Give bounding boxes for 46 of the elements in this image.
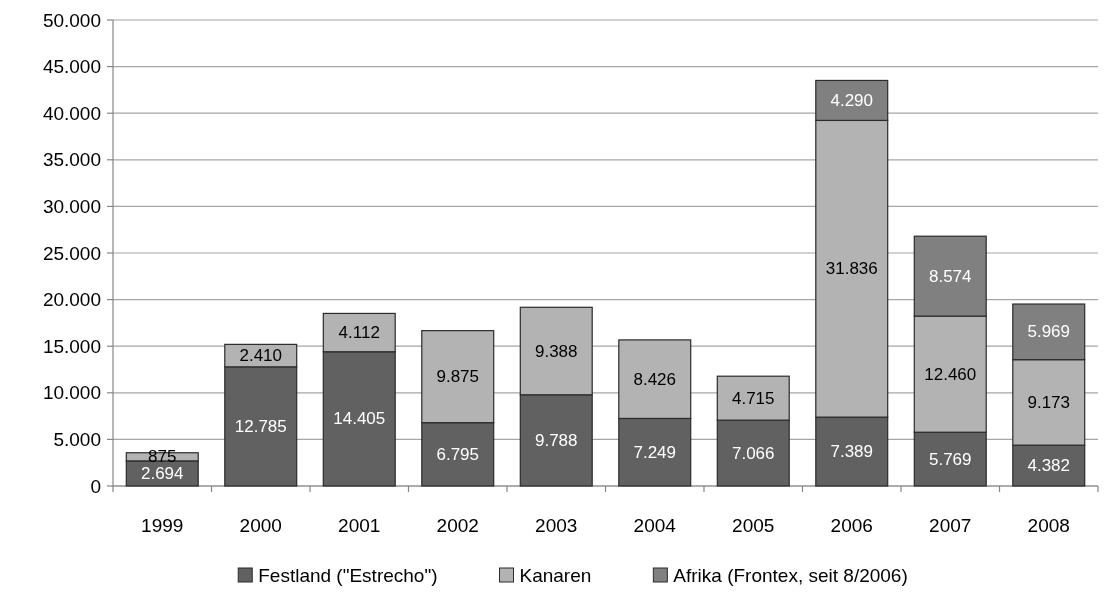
x-tick-label: 2000 (239, 514, 282, 536)
data-label: 7.389 (830, 442, 874, 462)
y-tick-label: 30.000 (42, 195, 101, 217)
y-tick-label: 45.000 (42, 56, 101, 78)
legend-label: Festland ("Estrecho") (258, 564, 438, 586)
data-label: 8.426 (633, 369, 677, 389)
data-label: 4.290 (830, 90, 874, 110)
y-tick-label: 5.000 (53, 428, 101, 450)
x-tick-label: 2002 (436, 514, 479, 536)
x-tick-label: 2003 (535, 514, 578, 536)
legend-label: Kanaren (519, 564, 592, 586)
data-label: 9.173 (1027, 392, 1071, 412)
y-tick-label: 10.000 (42, 382, 101, 404)
y-tick-label: 20.000 (42, 289, 101, 311)
data-label: 31.836 (825, 259, 878, 279)
data-label: 9.788 (534, 430, 578, 450)
data-label: 12.785 (234, 416, 287, 436)
x-tick-label: 1999 (141, 514, 184, 536)
data-label: 14.405 (333, 409, 386, 429)
y-tick-label: 25.000 (42, 242, 101, 264)
data-label: 7.249 (633, 442, 677, 462)
x-tick-label: 2004 (633, 514, 677, 536)
data-label: 4.112 (338, 323, 380, 343)
legend-label: Afrika (Frontex, seit 8/2006) (673, 564, 908, 586)
x-tick-label: 2001 (338, 514, 381, 536)
data-label: 4.382 (1027, 456, 1071, 476)
data-label: 6.795 (436, 444, 480, 464)
data-label: 12.460 (924, 364, 977, 384)
data-label: 9.388 (534, 341, 578, 361)
y-tick-label: 0 (90, 475, 101, 497)
data-label: 7.066 (731, 443, 775, 463)
y-tick-label: 15.000 (42, 335, 101, 357)
x-tick-label: 2006 (830, 514, 873, 536)
data-label: 4.715 (731, 388, 775, 408)
y-tick-label: 50.000 (42, 9, 101, 31)
x-tick-label: 2005 (732, 514, 775, 536)
data-label: 8.574 (928, 266, 972, 286)
x-tick-label: 2008 (1027, 514, 1070, 536)
data-label: 2.410 (239, 346, 283, 366)
data-label: 2.694 (140, 463, 184, 483)
x-tick-label: 2007 (929, 514, 972, 536)
y-tick-label: 35.000 (42, 149, 101, 171)
data-label: 5.969 (1027, 322, 1071, 342)
data-label: 9.875 (436, 367, 480, 387)
y-tick-label: 40.000 (42, 102, 101, 124)
data-label: 5.769 (928, 449, 972, 469)
